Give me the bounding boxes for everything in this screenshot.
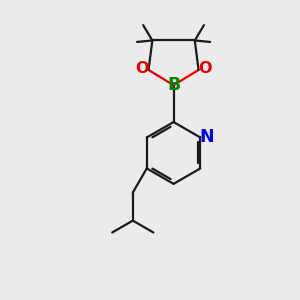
- Text: O: O: [198, 61, 212, 76]
- Text: B: B: [167, 76, 180, 94]
- Text: N: N: [200, 128, 214, 146]
- Text: O: O: [135, 61, 149, 76]
